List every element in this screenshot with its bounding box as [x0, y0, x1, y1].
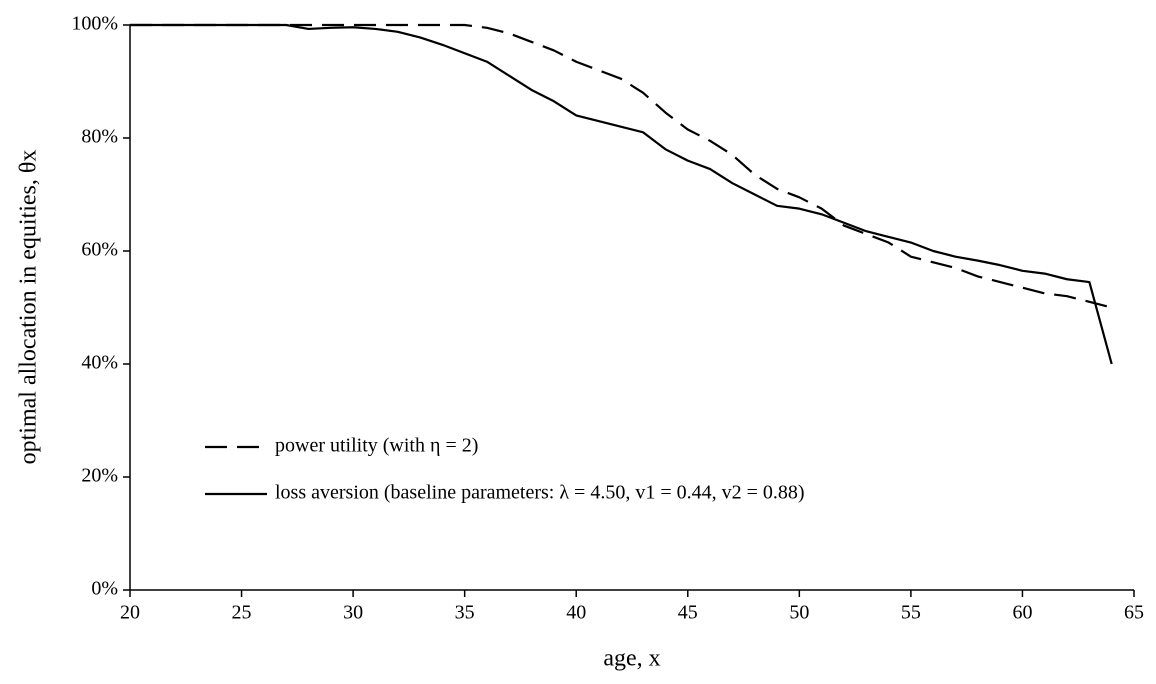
x-tick-label: 25 — [232, 602, 252, 624]
x-tick-label: 45 — [678, 602, 698, 624]
legend-label: loss aversion (baseline parameters: λ = … — [275, 482, 805, 504]
line-series — [130, 23, 1112, 309]
x-tick-label: 65 — [1124, 602, 1144, 624]
x-tick-label: 20 — [120, 602, 140, 624]
x-tick-label: 60 — [1012, 602, 1032, 624]
x-axis-label: age, x — [603, 646, 660, 672]
line-series — [130, 23, 1113, 365]
x-tick-label: 30 — [343, 602, 363, 624]
y-tick-label: 20% — [81, 465, 118, 487]
y-tick-label: 0% — [91, 578, 118, 600]
y-tick-label: 100% — [71, 13, 118, 35]
y-axis-label: optimal allocation in equities, θx — [16, 150, 42, 465]
x-tick-label: 55 — [901, 602, 921, 624]
y-tick-label: 80% — [81, 126, 118, 148]
x-tick-label: 35 — [455, 602, 475, 624]
y-tick-label: 40% — [81, 352, 118, 374]
x-tick-label: 50 — [789, 602, 809, 624]
x-tick-label: 40 — [566, 602, 586, 624]
y-tick-label: 60% — [81, 239, 118, 261]
legend-label: power utility (with η = 2) — [275, 435, 478, 457]
